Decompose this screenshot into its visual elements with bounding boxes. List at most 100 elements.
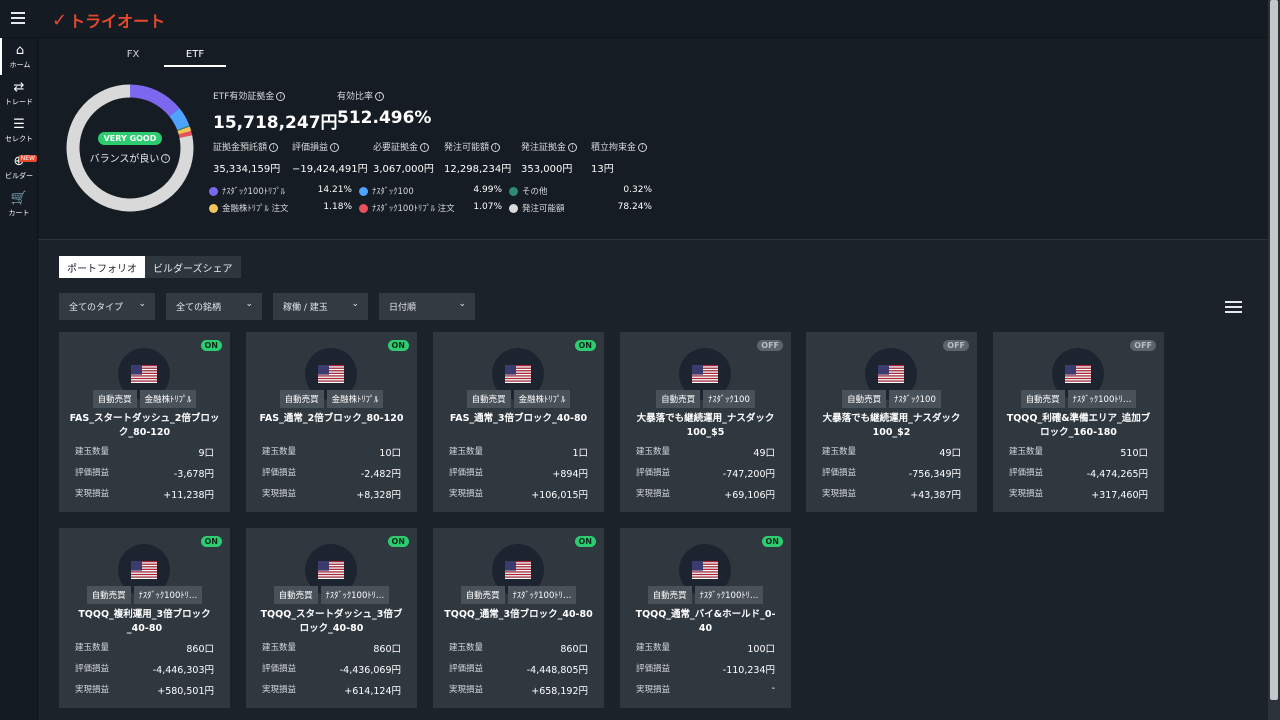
app-logo[interactable]: ✓ トライオート bbox=[52, 8, 165, 32]
info-icon[interactable]: i bbox=[330, 143, 340, 152]
us-flag-icon bbox=[131, 561, 157, 579]
allocation-donut-chart bbox=[66, 84, 194, 212]
qty-value: 860口 bbox=[560, 644, 588, 655]
unrealized-row: 評価損益 -4,446,303円 bbox=[75, 662, 214, 676]
nav-item-trade[interactable]: ⇄ トレード bbox=[0, 75, 38, 112]
ratio-label: 有効比率 i bbox=[337, 89, 385, 102]
hamburger-menu-icon[interactable] bbox=[11, 12, 25, 24]
strategy-card[interactable]: ON 自動売買 金融株ﾄﾘﾌﾟﾙ FAS_スタートダッシュ_2倍ブロック_80-120… bbox=[59, 332, 230, 512]
tag-auto-trade: 自動売買 bbox=[92, 390, 137, 408]
info-icon[interactable]: i bbox=[375, 92, 385, 101]
strategy-card[interactable]: ON 自動売買 金融株ﾄﾘﾌﾟﾙ FAS_通常_3倍ブロック_40-80 建玉数量 1口評… bbox=[433, 332, 604, 512]
realized-value: - bbox=[771, 683, 775, 694]
qty-label: 建玉数量 bbox=[636, 643, 671, 653]
strategy-card[interactable]: ON 自動売買 ﾅｽﾀﾞｯｸ100ﾄﾘ… TQQQ_通常_3倍ブロック_40-80 建玉… bbox=[433, 528, 604, 708]
legend-label: 発注可能額 bbox=[522, 204, 565, 214]
info-icon[interactable]: i bbox=[161, 154, 171, 163]
strategy-card[interactable]: ON 自動売買 ﾅｽﾀﾞｯｸ100ﾄﾘ… TQQQ_複利運用_3倍ブロック_40-80… bbox=[59, 528, 230, 708]
tag-auto-trade: 自動売買 bbox=[273, 586, 318, 604]
legend-dot bbox=[359, 187, 368, 196]
unrealized-value: -4,436,069円 bbox=[339, 665, 401, 676]
status-toggle[interactable]: ON bbox=[574, 340, 596, 351]
tab-portfolio[interactable]: ポートフォリオ bbox=[59, 256, 145, 278]
realized-value: +11,238円 bbox=[163, 490, 214, 501]
metric-label: 証拠金預託額 i bbox=[213, 140, 279, 153]
legend-dot bbox=[209, 187, 218, 196]
unrealized-row: 評価損益 -4,474,265円 bbox=[1009, 466, 1148, 480]
info-icon[interactable]: i bbox=[276, 92, 286, 101]
info-icon[interactable]: i bbox=[420, 143, 430, 152]
legend-pct: 14.21% bbox=[317, 185, 352, 195]
list-view-icon[interactable] bbox=[1225, 301, 1242, 313]
metric-label: 評価損益 i bbox=[292, 140, 340, 153]
strategy-name: 大暴落でも継続運用_ナスダック100_$2 bbox=[822, 413, 961, 438]
scrollbar[interactable] bbox=[1268, 0, 1280, 720]
status-toggle[interactable]: OFF bbox=[757, 340, 783, 351]
unrealized-row: 評価損益 -756,349円 bbox=[822, 466, 961, 480]
qty-value: 1口 bbox=[572, 448, 588, 459]
nav-item-builder[interactable]: NEW ⊕ ビルダー bbox=[0, 149, 38, 186]
realized-label: 実現損益 bbox=[636, 685, 671, 695]
tab-builders-share[interactable]: ビルダーズシェア bbox=[145, 256, 241, 278]
donut-segment bbox=[169, 108, 190, 131]
us-flag-icon bbox=[505, 561, 531, 579]
qty-label: 建玉数量 bbox=[449, 643, 484, 653]
nav-label: ビルダー bbox=[5, 171, 33, 180]
filter-type-dropdown[interactable]: 全てのタイプ ⌄ bbox=[59, 293, 155, 320]
us-flag-icon bbox=[505, 365, 531, 383]
status-toggle[interactable]: ON bbox=[200, 536, 222, 547]
status-toggle[interactable]: OFF bbox=[1130, 340, 1156, 351]
unrealized-value: -4,448,805円 bbox=[526, 665, 588, 676]
info-icon[interactable]: i bbox=[568, 143, 578, 152]
filter-stock-dropdown[interactable]: 全ての銘柄 ⌄ bbox=[166, 293, 262, 320]
unrealized-label: 評価損益 bbox=[449, 664, 484, 674]
select-icon: ☰ bbox=[13, 116, 25, 132]
tag-group: 自動売買 ﾅｽﾀﾞｯｸ100ﾄﾘ… bbox=[620, 586, 791, 604]
chevron-down-icon: ⌄ bbox=[245, 299, 253, 309]
info-icon[interactable]: i bbox=[491, 143, 501, 152]
strategy-card[interactable]: ON 自動売買 ﾅｽﾀﾞｯｸ100ﾄﾘ… TQQQ_通常_バイ&ホールド_0-40 建玉… bbox=[620, 528, 791, 708]
realized-value: +69,106円 bbox=[724, 490, 775, 501]
filter-sort-dropdown[interactable]: 日付順 ⌄ bbox=[379, 293, 475, 320]
qty-value: 49口 bbox=[939, 448, 961, 459]
qty-row: 建玉数量 860口 bbox=[75, 641, 214, 655]
tab-fx[interactable]: FX bbox=[126, 49, 140, 60]
filter-status-dropdown[interactable]: 稼働 / 建玉 ⌄ bbox=[273, 293, 368, 320]
tag-group: 自動売買 金融株ﾄﾘﾌﾟﾙ bbox=[59, 390, 230, 408]
scroll-thumb[interactable] bbox=[1270, 0, 1278, 700]
status-toggle[interactable]: ON bbox=[574, 536, 596, 547]
etf-margin-value: 15,718,247円 bbox=[213, 113, 338, 133]
nav-item-select[interactable]: ☰ セレクト bbox=[0, 112, 38, 149]
tag-group: 自動売買 ﾅｽﾀﾞｯｸ100ﾄﾘ… bbox=[59, 586, 230, 604]
strategy-card[interactable]: ON 自動売買 金融株ﾄﾘﾌﾟﾙ FAS_通常_2倍ブロック_80-120 建玉数量 10… bbox=[246, 332, 417, 512]
status-toggle[interactable]: OFF bbox=[943, 340, 969, 351]
strategy-card[interactable]: OFF 自動売買 ﾅｽﾀﾞｯｸ100 大暴落でも継続運用_ナスダック100_$2 建玉数… bbox=[806, 332, 977, 512]
nav-item-home[interactable]: ⌂ ホーム bbox=[0, 38, 38, 75]
legend-label: ﾅｽﾀﾞｯｸ100 bbox=[372, 187, 414, 197]
tab-etf[interactable]: ETF bbox=[164, 48, 226, 67]
metric-value: 353,000円 bbox=[521, 164, 573, 175]
status-toggle[interactable]: ON bbox=[387, 340, 409, 351]
realized-label: 実現損益 bbox=[449, 489, 484, 499]
strategy-card[interactable]: OFF 自動売買 ﾅｽﾀﾞｯｸ100ﾄﾘ… TQQQ_利確&準備エリア_追加ブロック_… bbox=[993, 332, 1164, 512]
portfolio-tabs: ポートフォリオ ビルダーズシェア bbox=[59, 256, 241, 278]
tag-auto-trade: 自動売買 bbox=[1020, 390, 1065, 408]
nav-label: セレクト bbox=[5, 134, 33, 143]
tag-product: ﾅｽﾀﾞｯｸ100ﾄﾘ… bbox=[694, 586, 764, 604]
nav-label: トレード bbox=[5, 97, 33, 106]
metric-label: 発注可能額 i bbox=[444, 140, 501, 153]
strategy-card[interactable]: OFF 自動売買 ﾅｽﾀﾞｯｸ100 大暴落でも継続運用_ナスダック100_$5 建玉数… bbox=[620, 332, 791, 512]
realized-row: 実現損益 +69,106円 bbox=[636, 487, 775, 501]
tag-product: ﾅｽﾀﾞｯｸ100ﾄﾘ… bbox=[507, 586, 577, 604]
status-toggle[interactable]: ON bbox=[200, 340, 222, 351]
info-icon[interactable]: i bbox=[269, 143, 279, 152]
info-icon[interactable]: i bbox=[638, 143, 648, 152]
status-toggle[interactable]: ON bbox=[761, 536, 783, 547]
metric-label: 発注証拠金 i bbox=[521, 140, 578, 153]
status-toggle[interactable]: ON bbox=[387, 536, 409, 547]
us-flag-icon bbox=[131, 365, 157, 383]
strategy-card[interactable]: ON 自動売買 ﾅｽﾀﾞｯｸ100ﾄﾘ… TQQQ_スタートダッシュ_3倍ブロック_4… bbox=[246, 528, 417, 708]
donut-segment bbox=[177, 126, 192, 135]
qty-row: 建玉数量 49口 bbox=[822, 445, 961, 459]
nav-item-cart[interactable]: 🛒 カート bbox=[0, 186, 38, 223]
